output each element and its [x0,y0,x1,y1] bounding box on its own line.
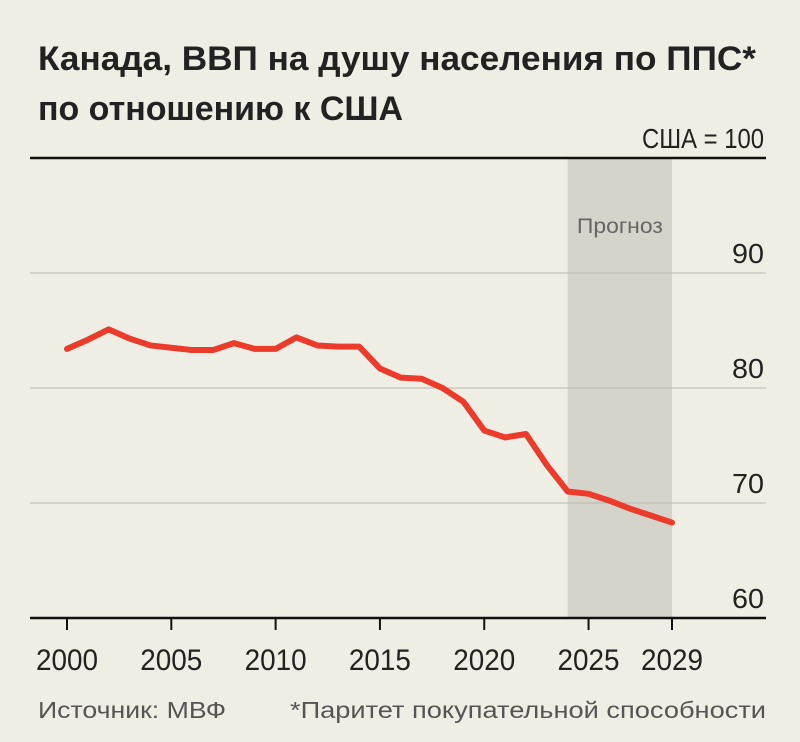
x-tick-label: 2000 [36,644,98,677]
y-tick-label: 60 [732,583,764,614]
x-tick-label: 2005 [140,644,202,677]
x-tick-label: 2010 [245,644,307,677]
x-tick-label: 2029 [641,644,703,677]
y-tick-label: 80 [732,353,764,384]
y-tick-label: 90 [732,238,764,269]
y-tick-label: 70 [732,468,764,499]
source: Источник: МВФ [38,697,226,723]
line [64,326,675,526]
y-tick-label: США = 100 [642,123,764,154]
forecast-label: Прогноз [577,215,663,238]
footnote: *Паритет покупательной способности [290,697,766,723]
x-tick-label: 2020 [453,644,515,677]
x-tick-label: 2025 [558,644,620,677]
chart-title: по отношению к США [38,90,403,128]
chart-title: Канада, ВВП на душу населения по ППС* [38,40,757,78]
x-tick-label: 2015 [349,644,411,677]
